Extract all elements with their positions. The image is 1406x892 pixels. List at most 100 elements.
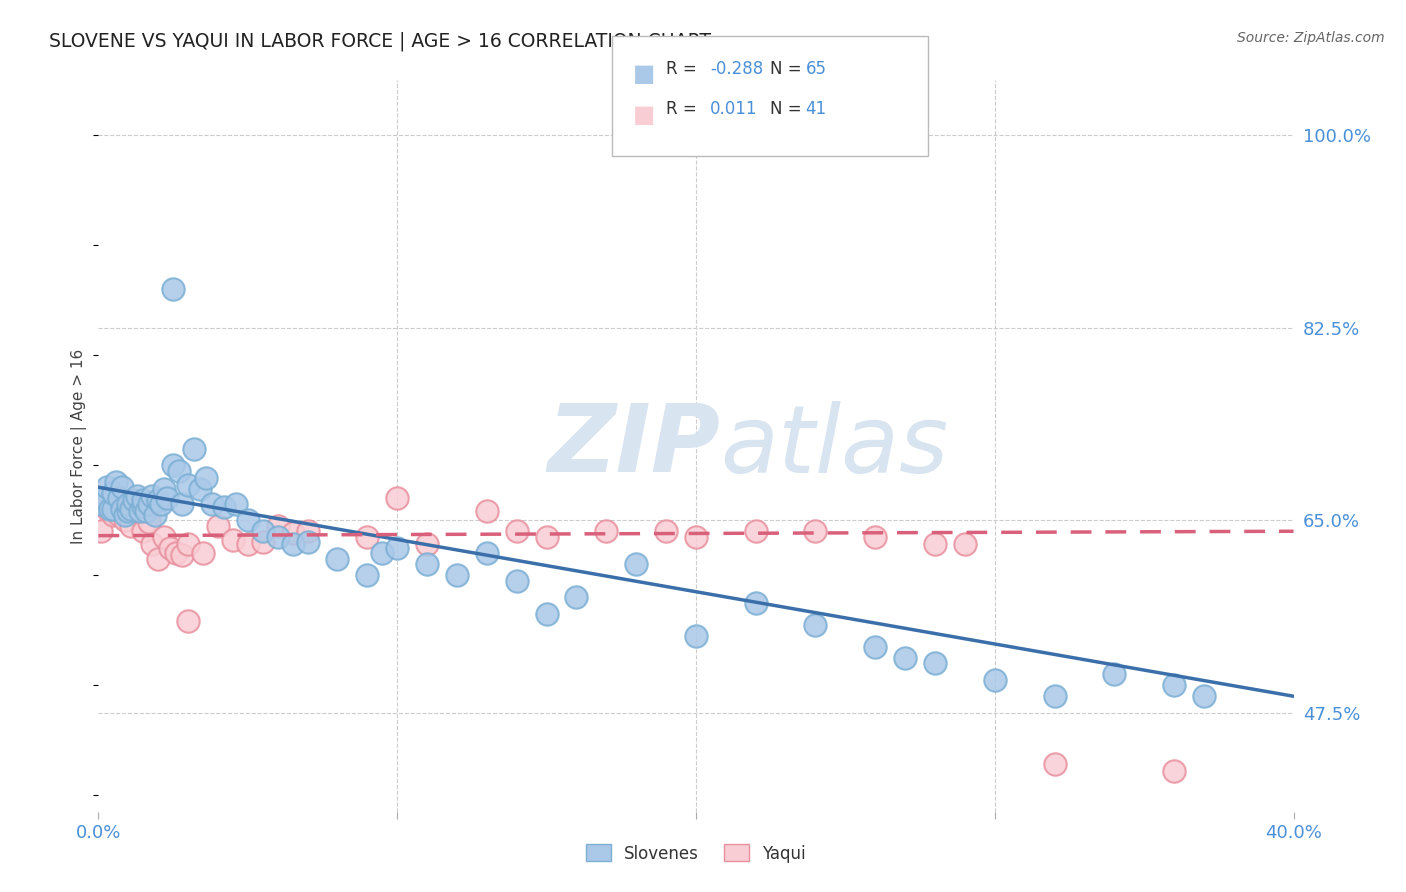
Point: [143, 508, 166, 522]
Text: SLOVENE VS YAQUI IN LABOR FORCE | AGE > 16 CORRELATION CHART: SLOVENE VS YAQUI IN LABOR FORCE | AGE > …: [49, 31, 711, 51]
Point: [475, 504, 498, 518]
Point: [506, 574, 529, 588]
Point: [129, 504, 152, 518]
Point: [177, 478, 200, 492]
Point: [865, 530, 887, 544]
Point: [416, 558, 439, 572]
Text: -0.288: -0.288: [710, 60, 763, 78]
Point: [141, 489, 163, 503]
Text: ■: ■: [633, 103, 655, 127]
Point: [685, 530, 707, 544]
Point: [103, 502, 125, 516]
Point: [138, 497, 160, 511]
Point: [984, 673, 1007, 687]
Text: R =: R =: [666, 60, 703, 78]
Point: [162, 282, 184, 296]
Point: [153, 483, 176, 497]
Point: [1043, 757, 1066, 772]
Point: [195, 471, 218, 485]
Text: ■: ■: [633, 62, 655, 87]
Point: [177, 615, 200, 629]
Point: [267, 530, 290, 544]
Point: [475, 546, 498, 560]
Point: [156, 491, 179, 506]
Point: [536, 607, 558, 621]
Point: [148, 551, 170, 566]
Point: [183, 442, 205, 456]
Point: [117, 504, 139, 518]
Point: [162, 458, 184, 473]
Point: [120, 502, 142, 516]
Point: [207, 518, 229, 533]
Point: [297, 535, 319, 549]
Point: [745, 524, 768, 539]
Point: [446, 568, 468, 582]
Point: [356, 568, 378, 582]
Point: [267, 518, 290, 533]
Y-axis label: In Labor Force | Age > 16: In Labor Force | Age > 16: [70, 349, 87, 543]
Point: [172, 549, 194, 563]
Point: [865, 640, 887, 654]
Point: [108, 508, 131, 522]
Point: [96, 502, 118, 516]
Point: [167, 464, 190, 478]
Point: [565, 591, 588, 605]
Point: [120, 518, 142, 533]
Text: atlas: atlas: [720, 401, 948, 491]
Point: [98, 502, 122, 516]
Point: [96, 480, 118, 494]
Point: [252, 535, 274, 549]
Point: [371, 546, 394, 560]
Text: Source: ZipAtlas.com: Source: ZipAtlas.com: [1237, 31, 1385, 45]
Point: [127, 504, 149, 518]
Point: [595, 524, 617, 539]
Point: [655, 524, 678, 539]
Point: [236, 537, 259, 551]
Point: [236, 513, 259, 527]
Point: [103, 485, 125, 500]
Point: [924, 657, 946, 671]
Text: 41: 41: [806, 100, 827, 118]
Point: [132, 524, 155, 539]
Text: ZIP: ZIP: [547, 400, 720, 492]
Point: [111, 502, 134, 516]
Point: [111, 480, 134, 494]
Point: [191, 546, 214, 560]
Point: [212, 500, 235, 514]
Point: [281, 537, 304, 551]
Point: [953, 537, 976, 551]
Point: [1163, 764, 1185, 778]
Text: 0.011: 0.011: [710, 100, 758, 118]
Point: [745, 596, 768, 610]
Point: [108, 491, 131, 506]
Point: [281, 526, 304, 541]
Point: [103, 508, 125, 522]
Point: [894, 650, 917, 665]
Point: [252, 524, 274, 539]
Point: [148, 493, 170, 508]
Point: [536, 530, 558, 544]
Point: [804, 524, 827, 539]
Text: N =: N =: [770, 100, 807, 118]
Point: [153, 530, 176, 544]
Point: [356, 530, 378, 544]
Point: [93, 491, 115, 506]
Point: [1104, 667, 1126, 681]
Point: [506, 524, 529, 539]
Point: [90, 497, 112, 511]
Point: [141, 537, 163, 551]
Text: 65: 65: [806, 60, 827, 78]
Text: N =: N =: [770, 60, 807, 78]
Point: [177, 537, 200, 551]
Point: [117, 497, 139, 511]
Point: [297, 524, 319, 539]
Point: [172, 497, 194, 511]
Point: [385, 541, 409, 555]
Point: [127, 489, 149, 503]
Point: [222, 533, 245, 547]
Point: [114, 513, 136, 527]
Legend: Slovenes, Yaqui: Slovenes, Yaqui: [579, 838, 813, 869]
Point: [90, 524, 112, 539]
Point: [114, 508, 136, 522]
Point: [135, 504, 157, 518]
